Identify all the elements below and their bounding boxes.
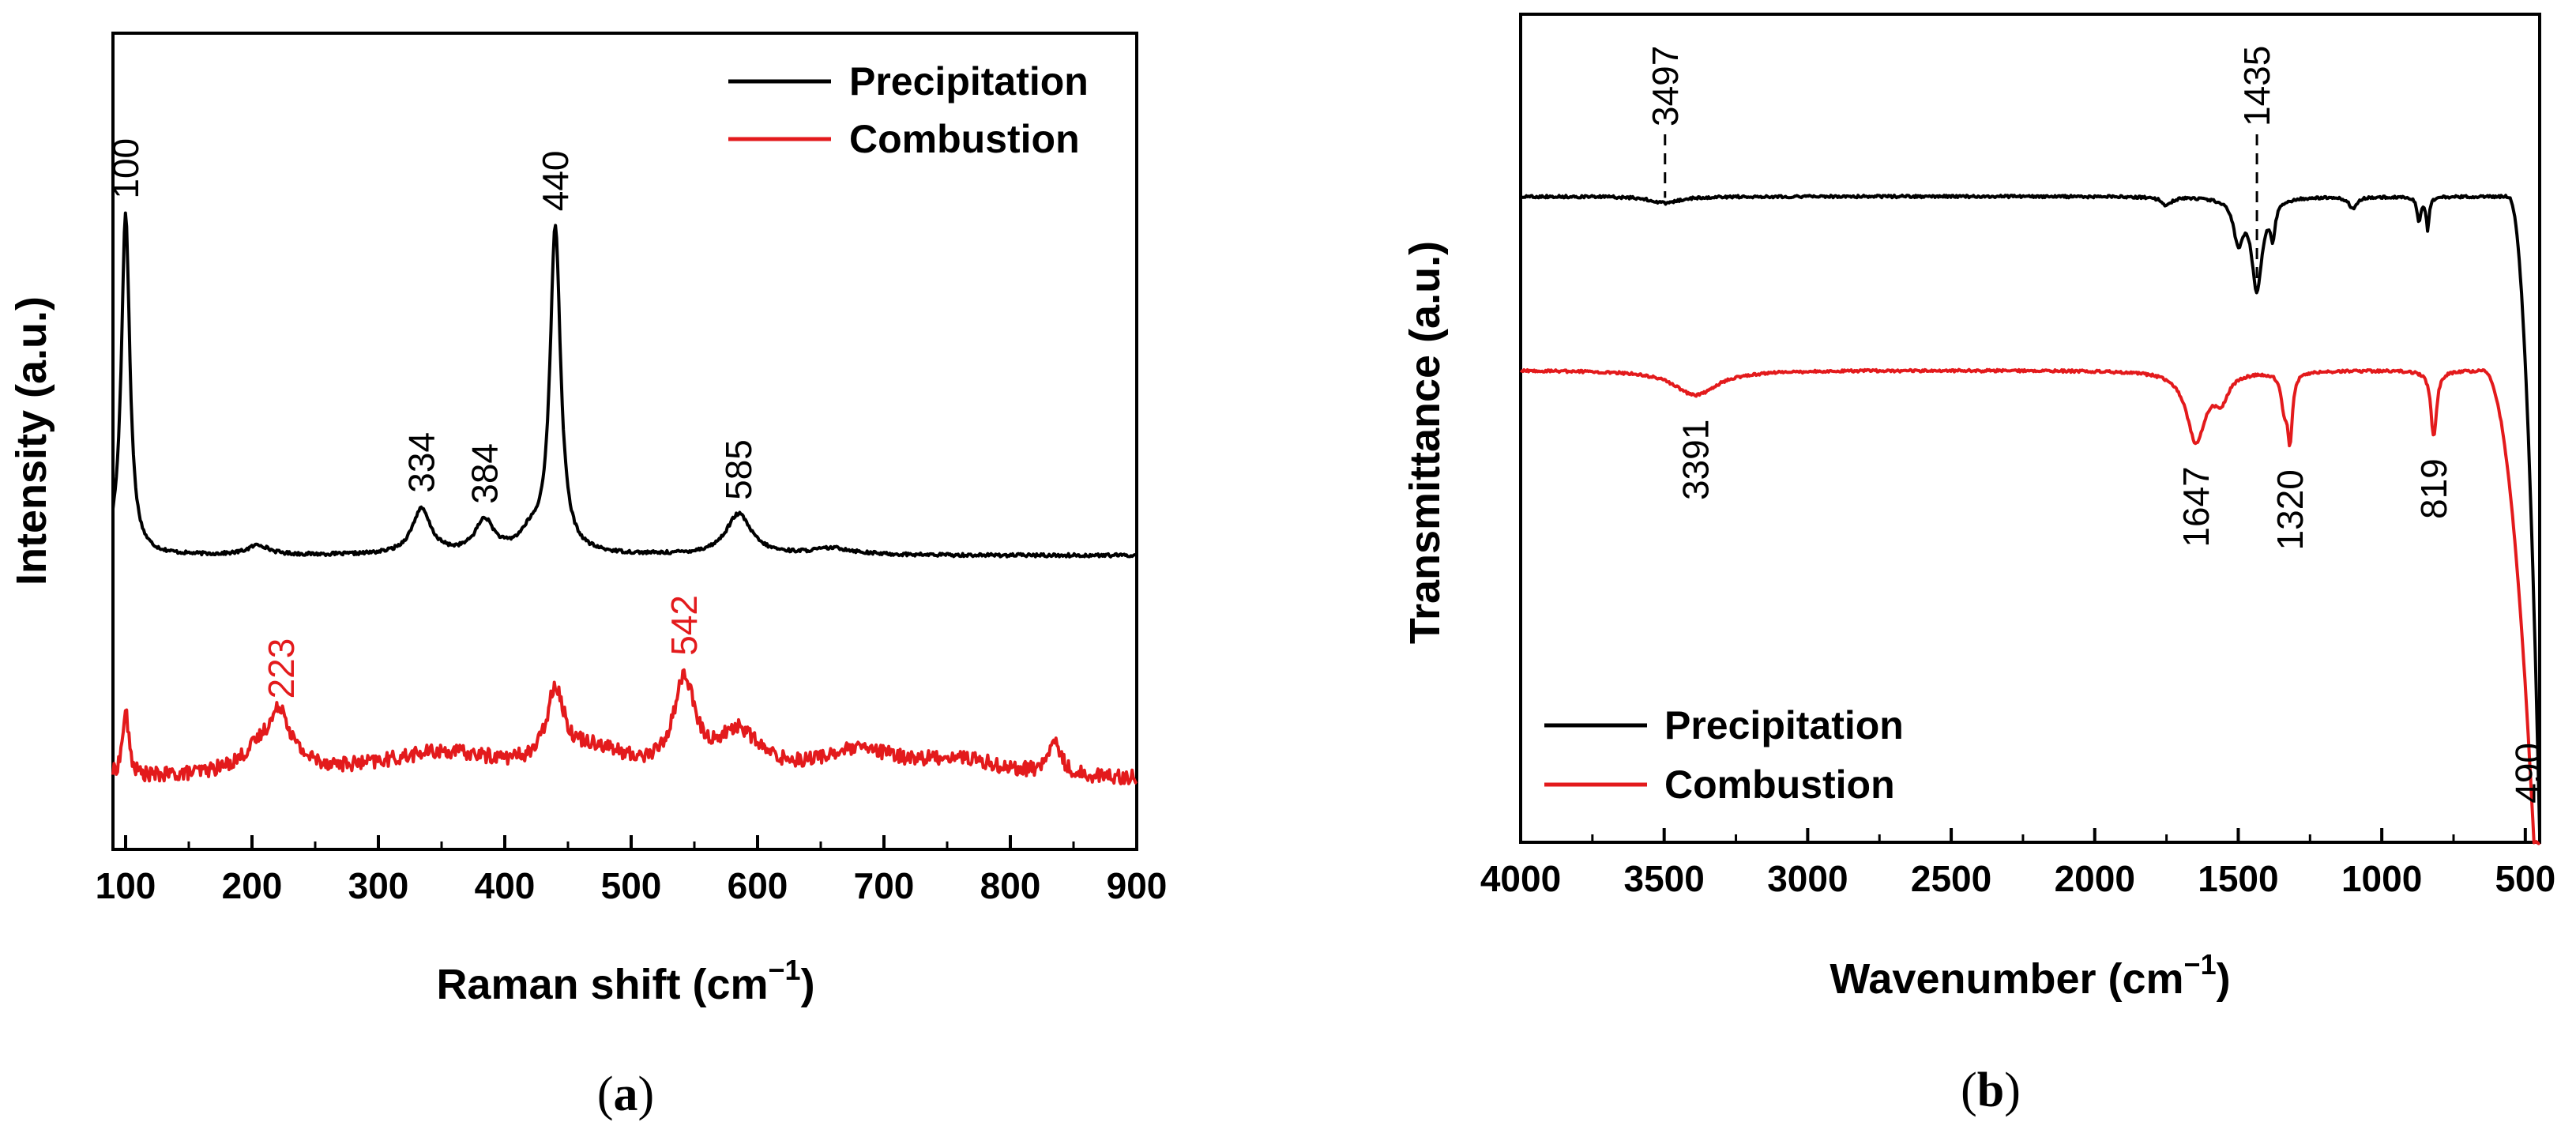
- legend-label-precipitation: Precipitation: [849, 59, 1089, 104]
- x-tick-label: 3500: [1624, 858, 1705, 899]
- x-tick-label: 3000: [1767, 858, 1848, 899]
- x-tick-label: 400: [475, 865, 536, 906]
- peak-label: 100: [105, 138, 146, 199]
- panel-b-x-ticks: [1519, 828, 2527, 842]
- x-tick-label: 2500: [1911, 858, 1991, 899]
- panel-a-y-axis-title: Intensity (a.u.): [8, 296, 55, 585]
- panel-a-x-axis-title-sup: −1: [769, 954, 801, 986]
- panel-b-x-tick-labels: 4000 3500 3000 2500 2000 1500 1000 500: [1480, 858, 2555, 899]
- panel-b-caption: (b): [1961, 1064, 2021, 1117]
- x-tick-label: 800: [980, 865, 1041, 906]
- panel-a-x-ticks: [124, 835, 1138, 849]
- panel-b-x-axis-title-main: Wavenumber (cm: [1830, 955, 2183, 1003]
- panel-a-raman-chart: 100 200 300 400 500 600 700 800 900 100 334 384 440…: [8, 32, 1168, 1121]
- panel-a-caption: (a): [597, 1067, 654, 1121]
- panel-b-x-axis-title: Wavenumber (cm−1): [1830, 948, 2230, 1003]
- x-tick-label: 100: [96, 865, 156, 906]
- panel-a-x-tick-labels: 100 200 300 400 500 600 700 800 900: [96, 865, 1168, 906]
- peak-label: 334: [401, 432, 442, 493]
- panel-a-x-axis-title-main: Raman shift (cm: [436, 961, 768, 1008]
- x-tick-label: 1500: [2198, 858, 2278, 899]
- peak-label: 223: [261, 638, 302, 699]
- peak-label: 1435: [2236, 46, 2277, 126]
- panel-a-legend: Precipitation Combustion: [728, 59, 1089, 161]
- series-line-precipitation: [1519, 194, 2541, 834]
- panel-a-series: [111, 211, 1138, 785]
- panel-a-plot-frame: [111, 32, 1138, 851]
- panel-a-x-axis-title: Raman shift (cm−1): [436, 954, 814, 1008]
- panel-b-plot-frame: [1519, 13, 2541, 844]
- x-tick-label: 200: [222, 865, 283, 906]
- peak-label: 542: [664, 595, 705, 656]
- panel-a-caption-letter: a: [614, 1067, 638, 1121]
- panel-b-series: [1519, 194, 2541, 845]
- x-tick-label: 500: [2495, 858, 2555, 899]
- legend-label-combustion: Combustion: [849, 117, 1080, 161]
- panel-b-peak-labels: 3497 1435 3391 1647 1320 819 490: [1645, 46, 2549, 804]
- peak-label: 3391: [1675, 420, 1716, 500]
- peak-label: 440: [535, 151, 576, 212]
- peak-label: 819: [2413, 458, 2454, 519]
- panel-b-ftir-chart: 4000 3500 3000 2500 2000 1500 1000 500 3497 1435…: [1401, 13, 2555, 1117]
- peak-label: 384: [464, 443, 505, 504]
- series-line-combustion: [1520, 367, 2541, 845]
- x-tick-label: 2000: [2055, 858, 2135, 899]
- panel-b-x-axis-title-sup: −1: [2184, 948, 2217, 981]
- panel-b-legend: Precipitation Combustion: [1544, 703, 1904, 807]
- x-tick-label: 600: [728, 865, 788, 906]
- legend-label-combustion: Combustion: [1664, 762, 1895, 807]
- peak-label: 1320: [2270, 469, 2311, 550]
- panel-a-x-axis-title-close: ): [801, 961, 815, 1008]
- panel-a-peak-labels: 100 334 384 440 585 223 542: [105, 138, 759, 699]
- x-tick-label: 4000: [1480, 858, 1561, 899]
- peak-label: 3497: [1645, 46, 1686, 126]
- x-tick-label: 1000: [2341, 858, 2422, 899]
- panel-b-x-axis-title-close: ): [2217, 955, 2231, 1003]
- x-tick-label: 300: [348, 865, 409, 906]
- series-line-combustion: [111, 668, 1138, 785]
- x-tick-label: 500: [601, 865, 662, 906]
- peak-label: 1647: [2175, 466, 2217, 547]
- x-tick-label: 900: [1107, 865, 1168, 906]
- peak-label: 585: [718, 439, 759, 500]
- panel-b-caption-letter: b: [1977, 1064, 2004, 1117]
- peak-label: 490: [2507, 743, 2548, 804]
- series-line-precipitation: [111, 211, 1138, 559]
- x-tick-label: 700: [854, 865, 915, 906]
- legend-label-precipitation: Precipitation: [1664, 703, 1904, 747]
- panel-b-y-axis-title: Transmittance (a.u.): [1401, 241, 1449, 644]
